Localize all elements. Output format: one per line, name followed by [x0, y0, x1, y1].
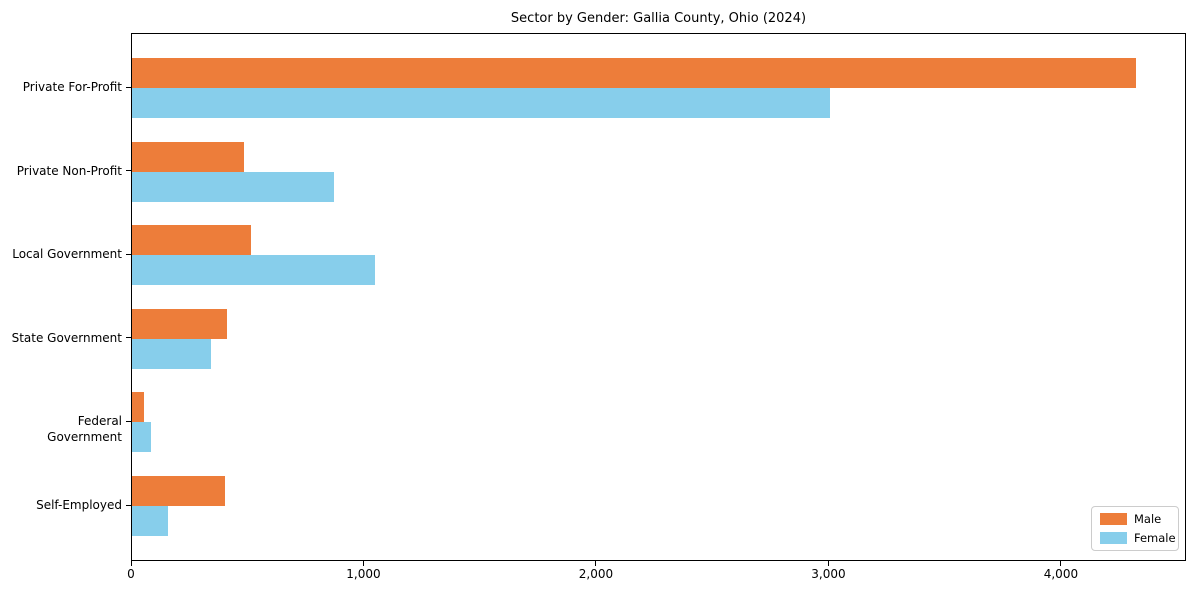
bar-female: [132, 255, 376, 286]
legend-swatch-female-icon: [1100, 532, 1127, 544]
bar-female: [132, 506, 169, 536]
y-tick-label: Self-Employed: [36, 498, 122, 512]
y-tick-mark: [126, 504, 131, 506]
y-tick-mark: [126, 253, 131, 255]
bar-male: [132, 58, 1136, 88]
y-tick-label: Private Non-Profit: [16, 163, 122, 178]
x-tick-label: 3,000: [811, 567, 846, 581]
legend-label-male: Male: [1134, 512, 1162, 526]
x-tick-label: 1,000: [346, 567, 381, 581]
legend-swatch-male-icon: [1100, 513, 1127, 525]
plot-area: [131, 33, 1186, 561]
x-tick-label: 4,000: [1043, 567, 1079, 581]
bar-male: [132, 392, 144, 423]
y-tick-label: Federal Government: [47, 414, 122, 445]
legend-entry-male: Male: [1100, 512, 1170, 526]
x-tick-mark: [130, 561, 132, 566]
y-tick-mark: [126, 86, 131, 88]
y-tick-mark: [126, 337, 131, 339]
legend-label-female: Female: [1134, 531, 1176, 545]
x-tick-mark: [362, 561, 364, 566]
x-tick-label: 0: [127, 567, 135, 581]
bar-male: [132, 225, 252, 256]
chart-title: Sector by Gender: Gallia County, Ohio (2…: [510, 11, 807, 26]
bar-female: [132, 422, 152, 453]
bar-male: [132, 141, 245, 172]
y-tick-label: Private For-Profit: [22, 80, 122, 94]
x-tick-mark: [827, 561, 829, 566]
y-tick-label: Local Government: [12, 247, 122, 262]
x-tick-mark: [1060, 561, 1062, 566]
bar-male: [132, 476, 225, 506]
y-tick-mark: [126, 420, 131, 422]
x-tick-label: 2,000: [578, 567, 614, 581]
bar-female: [132, 88, 830, 118]
x-tick-mark: [595, 561, 597, 566]
legend-entry-female: Female: [1100, 531, 1176, 545]
y-tick-label: State Government: [11, 330, 122, 345]
bar-male: [132, 308, 227, 339]
bar-female: [132, 338, 212, 369]
legend: Male Female: [1091, 506, 1179, 551]
y-tick-mark: [126, 170, 131, 172]
bar-female: [132, 171, 334, 202]
